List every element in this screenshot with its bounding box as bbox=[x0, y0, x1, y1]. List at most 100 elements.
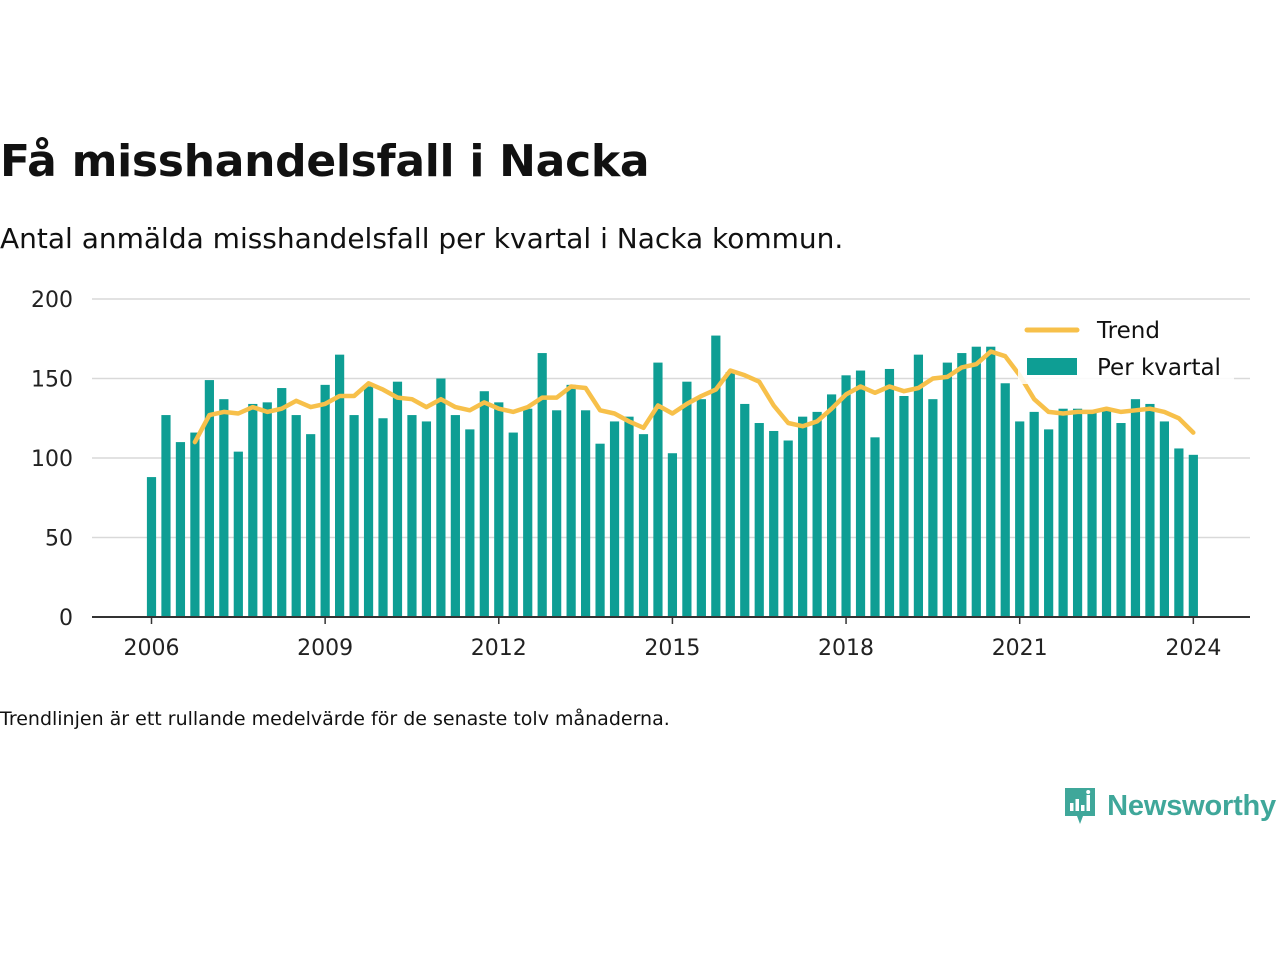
bar bbox=[204, 380, 214, 617]
bar bbox=[957, 353, 967, 617]
bar bbox=[812, 411, 822, 617]
y-tick-label: 0 bbox=[59, 606, 73, 631]
x-tick-label: 2012 bbox=[471, 636, 527, 661]
bar bbox=[1000, 383, 1010, 617]
bar bbox=[1174, 448, 1184, 617]
legend-bar-swatch bbox=[1027, 358, 1077, 375]
legend-trend-label: Trend bbox=[1096, 318, 1160, 344]
bar bbox=[479, 391, 489, 617]
bar bbox=[942, 362, 952, 617]
bar bbox=[740, 403, 750, 617]
bar bbox=[667, 453, 678, 617]
bar bbox=[1101, 408, 1112, 617]
y-tick-label: 150 bbox=[31, 368, 73, 393]
bar bbox=[1044, 429, 1054, 617]
bar bbox=[552, 410, 562, 617]
bar bbox=[1072, 408, 1083, 617]
bar bbox=[219, 399, 229, 617]
bar bbox=[175, 442, 186, 617]
bar bbox=[450, 415, 460, 617]
bar bbox=[1145, 403, 1155, 617]
x-tick-label: 2006 bbox=[124, 636, 180, 661]
bar bbox=[696, 399, 706, 617]
x-tick-label: 2015 bbox=[644, 636, 700, 661]
bar bbox=[335, 354, 345, 617]
bar bbox=[1058, 408, 1068, 617]
bar bbox=[566, 384, 576, 617]
chart: 0 50 100 150 200 2006 2009 2012 2015 2018 2021 2024… bbox=[31, 288, 1250, 661]
bar bbox=[1116, 423, 1126, 617]
bar bbox=[537, 353, 547, 617]
bar bbox=[1087, 410, 1097, 617]
bar bbox=[826, 394, 837, 617]
bar bbox=[508, 432, 518, 617]
chart-subtitle: Antal anmälda misshandelsfall per kvarta… bbox=[0, 222, 844, 255]
bar bbox=[1130, 399, 1141, 617]
bar bbox=[190, 432, 200, 617]
bar bbox=[1029, 411, 1039, 617]
bar bbox=[291, 415, 301, 617]
bars bbox=[146, 335, 1198, 617]
bar bbox=[436, 378, 446, 617]
bar bbox=[363, 386, 374, 617]
chart-title: Få misshandelsfall i Nacka bbox=[0, 136, 650, 187]
bar bbox=[783, 440, 793, 617]
bar bbox=[1159, 421, 1169, 617]
bar bbox=[161, 415, 171, 617]
bar bbox=[841, 375, 851, 617]
bar bbox=[349, 415, 359, 617]
x-tick-label: 2021 bbox=[992, 636, 1048, 661]
x-tick-label: 2009 bbox=[297, 636, 353, 661]
bar bbox=[320, 384, 330, 617]
y-tick-label: 100 bbox=[31, 447, 73, 472]
bar bbox=[725, 372, 735, 617]
bar bbox=[769, 430, 779, 617]
bar bbox=[595, 443, 605, 617]
brand-name: Newsworthy bbox=[1107, 789, 1276, 822]
bar bbox=[407, 415, 417, 617]
bar bbox=[754, 423, 764, 617]
bar bbox=[913, 354, 924, 617]
bar bbox=[624, 416, 634, 617]
bar bbox=[306, 434, 316, 617]
bar bbox=[884, 368, 895, 617]
axes: 0 50 100 150 200 2006 2009 2012 2015 2018 2021 2024 bbox=[31, 288, 1250, 661]
y-tick-label: 50 bbox=[45, 527, 73, 552]
bar bbox=[465, 429, 475, 617]
bar bbox=[248, 403, 258, 617]
bar bbox=[609, 421, 620, 617]
legend-bar-label: Per kvartal bbox=[1097, 355, 1221, 381]
bar bbox=[1188, 454, 1198, 617]
bar bbox=[146, 477, 157, 617]
bar bbox=[855, 370, 866, 617]
bar bbox=[233, 451, 243, 617]
x-tick-label: 2024 bbox=[1165, 636, 1221, 661]
bar bbox=[523, 408, 533, 617]
brand-logo[interactable]: Newsworthy bbox=[1063, 786, 1276, 826]
bar bbox=[711, 335, 721, 617]
bar bbox=[378, 418, 388, 617]
bar bbox=[638, 434, 649, 617]
bar bbox=[682, 381, 692, 617]
bar bbox=[262, 402, 272, 617]
bar bbox=[870, 437, 880, 617]
y-tick-label: 200 bbox=[31, 288, 73, 313]
trend-line bbox=[192, 349, 1196, 445]
bar bbox=[971, 346, 981, 617]
legend: Trend Per kvartal bbox=[1018, 310, 1234, 384]
footnote: Trendlinjen är ett rullande medelvärde f… bbox=[0, 708, 670, 730]
bar bbox=[1015, 421, 1025, 617]
bar bbox=[392, 381, 403, 617]
bar bbox=[494, 402, 504, 617]
bar bbox=[277, 388, 287, 617]
bar bbox=[421, 421, 432, 617]
newsworthy-logo-icon bbox=[1065, 788, 1096, 824]
bar bbox=[986, 346, 996, 617]
bar bbox=[899, 395, 909, 617]
x-tick-label: 2018 bbox=[818, 636, 874, 661]
bar bbox=[581, 410, 591, 617]
bar bbox=[653, 362, 663, 617]
bar bbox=[928, 399, 938, 617]
trend-layer bbox=[192, 349, 1196, 445]
bar bbox=[798, 416, 808, 617]
